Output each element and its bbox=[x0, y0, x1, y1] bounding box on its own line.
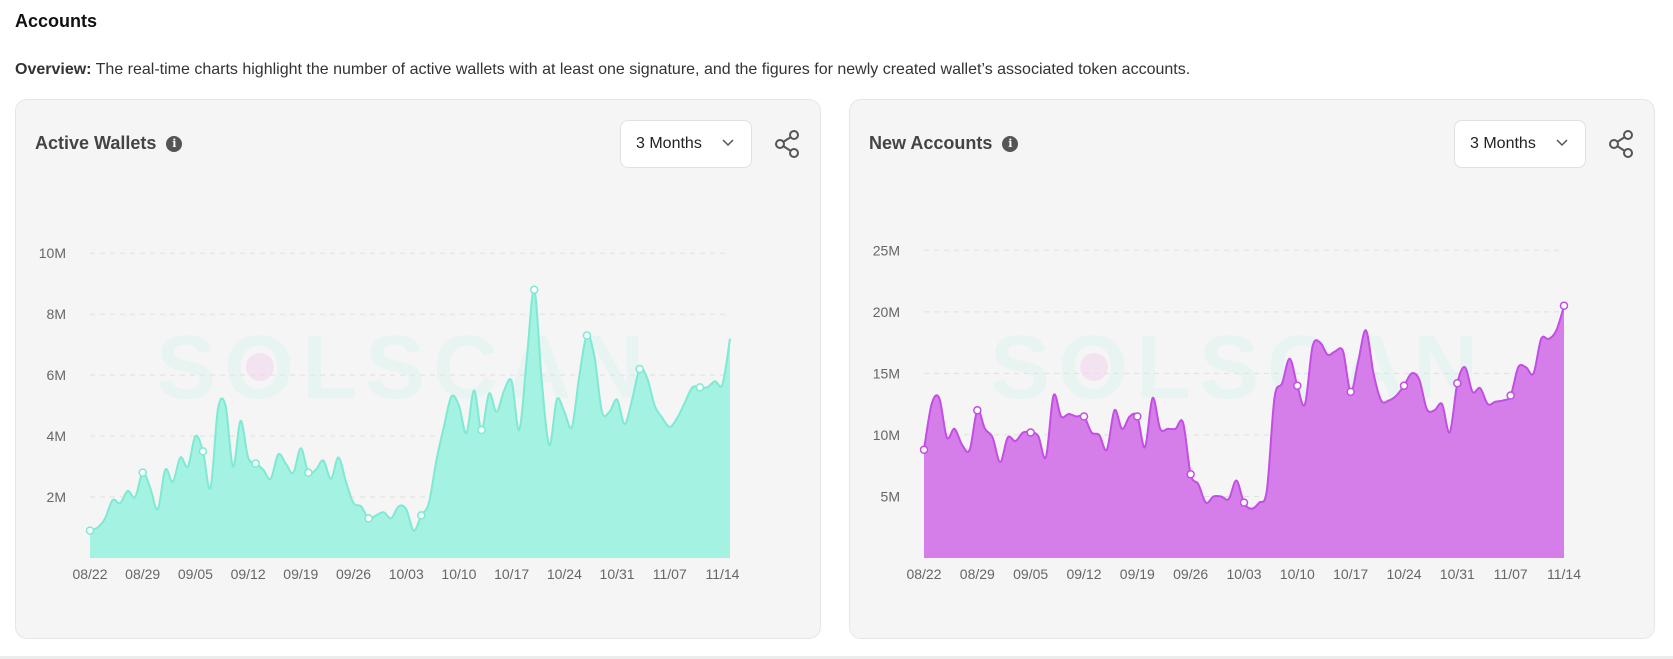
y-tick-label: 5M bbox=[881, 488, 900, 504]
data-point bbox=[582, 331, 592, 340]
section-divider bbox=[0, 656, 1673, 659]
x-tick-label: 10/31 bbox=[600, 566, 635, 582]
y-tick-label: 10M bbox=[873, 427, 900, 443]
x-tick-label: 11/07 bbox=[1494, 566, 1528, 582]
x-tick-label: 09/05 bbox=[1013, 566, 1048, 582]
overview-description: The real-time charts highlight the numbe… bbox=[91, 61, 1191, 78]
x-tick-label: 10/24 bbox=[1386, 566, 1421, 582]
data-point bbox=[417, 511, 426, 520]
data-point bbox=[198, 447, 208, 456]
data-point bbox=[1239, 498, 1249, 507]
data-point bbox=[1506, 391, 1515, 400]
new-accounts-area bbox=[924, 305, 1564, 558]
data-point bbox=[1453, 378, 1462, 388]
x-tick-label: 11/07 bbox=[653, 566, 687, 582]
info-icon[interactable]: i bbox=[1002, 135, 1019, 152]
active-wallets-line bbox=[89, 288, 731, 532]
x-tick-label: 10/31 bbox=[1440, 566, 1475, 582]
x-tick-label: 08/29 bbox=[125, 566, 160, 582]
x-tick-label: 11/14 bbox=[1547, 566, 1581, 582]
time-range-value: 3 Months bbox=[636, 135, 702, 152]
watermark-text: SOLSCAN bbox=[156, 318, 652, 418]
x-tick-label: 08/22 bbox=[906, 566, 941, 582]
y-tick-label: 4M bbox=[47, 428, 66, 444]
data-point bbox=[1026, 428, 1035, 437]
x-tick-label: 09/12 bbox=[1066, 566, 1101, 582]
data-point bbox=[1079, 412, 1089, 421]
y-tick-label: 8M bbox=[47, 306, 66, 322]
x-tick-label: 08/29 bbox=[960, 566, 995, 582]
x-tick-label: 08/22 bbox=[72, 566, 107, 582]
data-point bbox=[695, 383, 705, 392]
x-tick-label: 10/10 bbox=[1280, 566, 1315, 582]
y-tick-label: 6M bbox=[47, 367, 66, 383]
active-wallets-area bbox=[90, 289, 730, 558]
card-title: New Accounts i bbox=[869, 133, 1019, 154]
x-tick-label: 09/05 bbox=[178, 566, 213, 582]
watermark-dot bbox=[246, 353, 274, 381]
new-accounts-card: SOLSCAN 5M 10M 15M 20M 25M 08/22 08/29 09/05 09/1… bbox=[849, 99, 1655, 639]
y-tick-label: 10M bbox=[39, 245, 66, 261]
data-point bbox=[364, 514, 373, 523]
time-range-select[interactable]: 3 Months bbox=[1454, 120, 1586, 168]
chevron-down-icon bbox=[722, 139, 734, 147]
y-tick-label: 25M bbox=[873, 242, 900, 258]
data-point bbox=[304, 468, 313, 477]
active-wallets-title: Active Wallets bbox=[35, 133, 157, 153]
data-point bbox=[529, 285, 539, 295]
x-tick-label: 09/26 bbox=[336, 566, 371, 582]
x-tick-label: 09/19 bbox=[1120, 566, 1155, 582]
x-tick-label: 09/26 bbox=[1173, 566, 1208, 582]
data-point bbox=[1346, 387, 1355, 397]
y-tick-label: 15M bbox=[873, 365, 900, 381]
x-tick-label: 09/19 bbox=[283, 566, 318, 582]
y-tick-label: 2M bbox=[47, 489, 66, 505]
data-point bbox=[251, 459, 260, 468]
overview-label: Overview: bbox=[15, 61, 92, 78]
active-wallets-chart: SOLSCAN 2M 4M 6M 8M 10M 08/22 08/29 09/05 09/12 09… bbox=[39, 245, 740, 582]
page-title: Accounts bbox=[15, 11, 98, 31]
card-title: Active Wallets i bbox=[35, 133, 183, 154]
active-wallets-card: SOLSCAN 2M 4M 6M 8M 10M 08/22 08/29 09/05 09/12 09… bbox=[15, 99, 821, 639]
x-tick-label: 10/17 bbox=[1333, 566, 1368, 582]
data-point bbox=[85, 526, 95, 535]
data-point bbox=[477, 425, 486, 435]
x-tick-label: 10/03 bbox=[1226, 566, 1261, 582]
x-tick-label: 10/03 bbox=[389, 566, 424, 582]
data-point bbox=[635, 364, 644, 374]
chevron-down-icon bbox=[1556, 139, 1568, 147]
x-tick-label: 10/10 bbox=[441, 566, 476, 582]
data-point bbox=[919, 445, 929, 454]
info-icon[interactable]: i bbox=[166, 135, 183, 152]
data-point bbox=[1399, 381, 1409, 390]
new-accounts-title: New Accounts bbox=[869, 133, 993, 153]
data-point bbox=[138, 468, 147, 477]
share-icon[interactable] bbox=[773, 129, 801, 159]
data-point bbox=[1186, 470, 1195, 479]
time-range-value: 3 Months bbox=[1470, 135, 1536, 152]
overview-text: Overview: The real-time charts highlight… bbox=[15, 61, 1190, 79]
data-point bbox=[1293, 381, 1302, 390]
data-point bbox=[973, 406, 982, 415]
y-tick-label: 20M bbox=[873, 304, 900, 320]
share-icon[interactable] bbox=[1607, 129, 1635, 159]
x-tick-label: 10/24 bbox=[547, 566, 582, 582]
data-point bbox=[1133, 412, 1142, 421]
time-range-select[interactable]: 3 Months bbox=[620, 120, 752, 168]
x-tick-label: 09/12 bbox=[231, 566, 266, 582]
x-tick-label: 11/14 bbox=[705, 566, 739, 582]
watermark-dot bbox=[1080, 353, 1108, 381]
x-tick-label: 10/17 bbox=[494, 566, 529, 582]
data-point bbox=[1559, 301, 1569, 310]
